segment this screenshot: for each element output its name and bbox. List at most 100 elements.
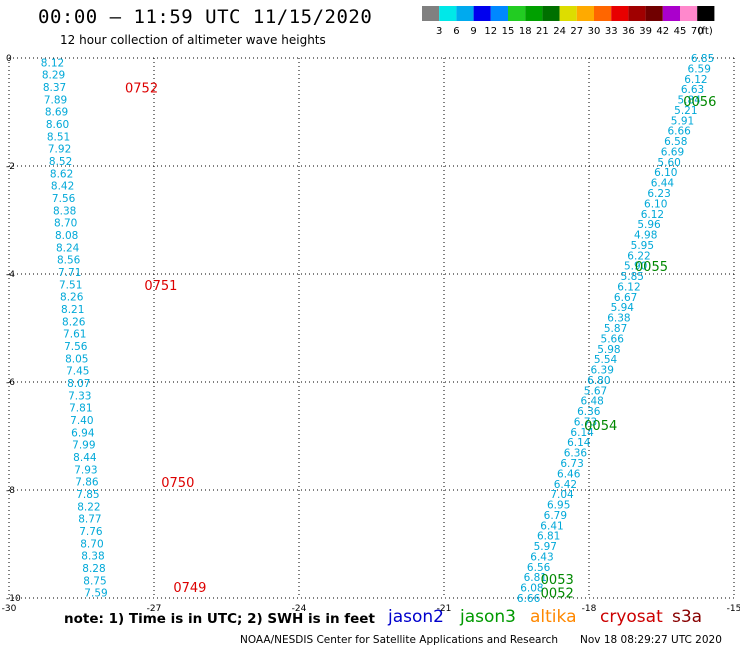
scale-label: 45	[674, 26, 687, 37]
wave-height-value: 6.79	[544, 510, 567, 522]
wave-height-value: 6.85	[691, 53, 714, 65]
wave-height-value: 5.66	[601, 333, 625, 345]
wave-height-value: 8.62	[50, 168, 73, 180]
wave-height-value: 7.33	[68, 390, 91, 402]
scale-swatch	[439, 6, 457, 21]
scale-label: 24	[553, 26, 566, 37]
wave-height-value: 6.81	[524, 572, 547, 584]
wave-height-value: 8.29	[42, 70, 65, 82]
wave-height-value: 8.22	[77, 501, 100, 513]
wave-height-value: 6.12	[684, 74, 707, 86]
wave-height-value: 8.12	[41, 57, 64, 69]
wave-height-value: 6.08	[520, 583, 543, 595]
wave-height-value: 6.67	[614, 292, 637, 304]
wave-height-value: 6.94	[71, 427, 95, 439]
wave-height-value: 8.26	[60, 292, 84, 304]
wave-height-value: 6.14	[567, 437, 591, 449]
scale-label: 21	[536, 26, 549, 37]
scale-label: 27	[570, 26, 583, 37]
wave-height-value: 7.86	[75, 477, 99, 489]
wave-height-value: 6.38	[607, 313, 630, 325]
pass-time-label: 0053	[541, 573, 574, 588]
wave-height-value: 8.70	[54, 218, 77, 230]
wave-height-value: 6.69	[661, 146, 684, 158]
y-tick-label: -8	[6, 486, 15, 496]
wave-height-value: 7.56	[52, 193, 76, 205]
wave-height-value: 5.94	[611, 302, 635, 314]
wave-height-value: 5.98	[597, 344, 620, 356]
wave-height-value: 8.38	[81, 551, 104, 563]
wave-height-value: 8.60	[46, 119, 69, 131]
wave-height-value: 8.75	[83, 575, 106, 587]
wave-height-value: 8.44	[73, 452, 97, 464]
wave-height-value: 6.46	[557, 468, 581, 480]
wave-height-value: 6.12	[641, 209, 664, 221]
scale-label: 12	[484, 26, 497, 37]
wave-height-value: 6.22	[627, 250, 650, 262]
scale-label: 15	[502, 26, 515, 37]
wave-height-value: 8.26	[62, 316, 86, 328]
wave-height-value: 8.77	[78, 514, 101, 526]
scale-label: 70	[691, 26, 704, 37]
pass-time-label: 0056	[683, 95, 716, 110]
footer-note: note: 1) Time is in UTC; 2) SWH is in fe…	[64, 611, 375, 627]
x-tick-label: -27	[147, 604, 162, 614]
wave-height-value: 8.38	[53, 205, 76, 217]
wave-height-value: 5.96	[637, 219, 661, 231]
scale-swatch	[508, 6, 526, 21]
wave-height-value: 7.45	[66, 366, 89, 378]
scale-swatch	[628, 6, 646, 21]
wave-height-value: 8.51	[47, 131, 70, 143]
wave-height-value: 6.80	[587, 375, 610, 387]
scale-swatch	[473, 6, 491, 21]
pass-time-label: 0055	[635, 260, 668, 275]
wave-height-value: 6.81	[537, 531, 560, 543]
scale-label: 36	[622, 26, 635, 37]
satellite-jason3: jason3	[460, 607, 516, 627]
wave-height-value: 5.95	[631, 240, 654, 252]
wave-height-value: 6.10	[654, 167, 677, 179]
scale-label: 3	[436, 26, 442, 37]
pass-time-label: 0752	[125, 82, 158, 97]
wave-height-value: 6.41	[540, 520, 563, 532]
scale-swatch	[456, 6, 474, 21]
wave-height-value: 6.58	[664, 136, 687, 148]
y-tick-label: -6	[6, 378, 15, 388]
wave-height-value: 7.59	[84, 588, 107, 600]
wave-height-value: 7.92	[48, 144, 71, 156]
pass-time-label: 0054	[584, 419, 617, 434]
wave-height-value: 5.67	[584, 385, 607, 397]
scale-label: 9	[470, 26, 476, 37]
wave-height-value: 8.52	[49, 156, 72, 168]
wave-height-value: 7.71	[58, 267, 81, 279]
y-tick-label: -2	[6, 162, 15, 172]
scale-swatch	[559, 6, 577, 21]
scale-label: 42	[656, 26, 669, 37]
scale-swatch	[594, 6, 612, 21]
y-tick-label: 0	[6, 54, 12, 64]
wave-height-value: 6.73	[560, 458, 583, 470]
y-tick-label: -10	[6, 594, 21, 604]
wave-height-value: 6.39	[591, 365, 614, 377]
pass-time-label: 0751	[144, 279, 177, 294]
scale-unit: (ft)	[698, 26, 713, 37]
wave-height-value: 6.14	[570, 427, 594, 439]
x-tick-label: -30	[2, 604, 17, 614]
wave-height-value: 7.85	[76, 489, 99, 501]
wave-height-value: 6.48	[580, 396, 603, 408]
wave-height-value: 8.24	[56, 242, 80, 254]
scale-swatch	[697, 6, 715, 21]
satellite-s3a: s3a	[672, 607, 703, 627]
wave-height-value: 6.36	[564, 448, 588, 460]
wave-height-value: 5.85	[621, 271, 644, 283]
scale-swatch	[525, 6, 543, 21]
wave-height-value: 7.61	[63, 329, 86, 341]
scale-swatch	[662, 6, 680, 21]
pass-time-label: 0749	[173, 581, 206, 596]
wave-height-value: 8.08	[55, 230, 78, 242]
wave-height-value: 5.60	[657, 157, 680, 169]
scale-swatch	[490, 6, 508, 21]
color-scale-legend: 3 6 9 12 15 18 21 24 27 30 33 36 39 42 45 70(ft)	[422, 6, 715, 37]
generated-timestamp: Nov 18 08:29:27 UTC 2020	[580, 634, 722, 646]
wave-height-value: 6.59	[688, 63, 711, 75]
